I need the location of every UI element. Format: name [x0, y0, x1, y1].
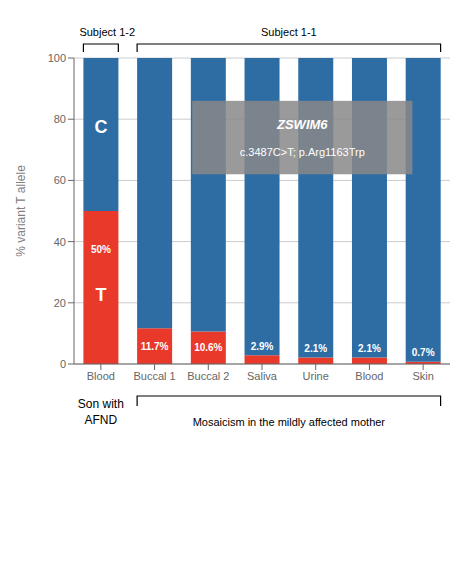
svg-text:100: 100 [48, 52, 66, 64]
svg-text:2.1%: 2.1% [358, 343, 381, 354]
svg-text:50%: 50% [91, 244, 111, 255]
svg-text:0: 0 [60, 358, 66, 370]
svg-text:Subject 1-1: Subject 1-1 [261, 26, 317, 38]
svg-text:C: C [94, 117, 107, 137]
svg-text:Buccal 1: Buccal 1 [133, 370, 175, 382]
svg-text:Buccal 2: Buccal 2 [187, 370, 229, 382]
svg-text:2.9%: 2.9% [251, 341, 274, 352]
svg-text:Blood: Blood [355, 370, 383, 382]
svg-text:ZSWIM6: ZSWIM6 [276, 117, 328, 132]
svg-text:60: 60 [54, 174, 66, 186]
svg-text:c.3487C>T; p.Arg1163Trp: c.3487C>T; p.Arg1163Trp [240, 146, 365, 158]
svg-text:0.7%: 0.7% [412, 347, 435, 358]
svg-text:Subject 1-2: Subject 1-2 [79, 26, 135, 38]
svg-text:10.6%: 10.6% [194, 342, 222, 353]
svg-text:11.7%: 11.7% [141, 341, 169, 352]
svg-text:40: 40 [54, 236, 66, 248]
svg-text:Blood: Blood [87, 370, 115, 382]
svg-text:Son with: Son with [78, 397, 124, 411]
svg-text:AFND: AFND [85, 413, 118, 427]
svg-text:Skin: Skin [412, 370, 433, 382]
svg-text:T: T [95, 285, 106, 305]
svg-text:% variant T allele: % variant T allele [14, 165, 28, 257]
svg-text:2.1%: 2.1% [304, 343, 327, 354]
svg-text:Saliva: Saliva [247, 370, 278, 382]
svg-text:80: 80 [54, 113, 66, 125]
svg-text:Urine: Urine [303, 370, 329, 382]
svg-text:20: 20 [54, 297, 66, 309]
svg-text:Mosaicism in the mildly affect: Mosaicism in the mildly affected mother [193, 416, 386, 428]
